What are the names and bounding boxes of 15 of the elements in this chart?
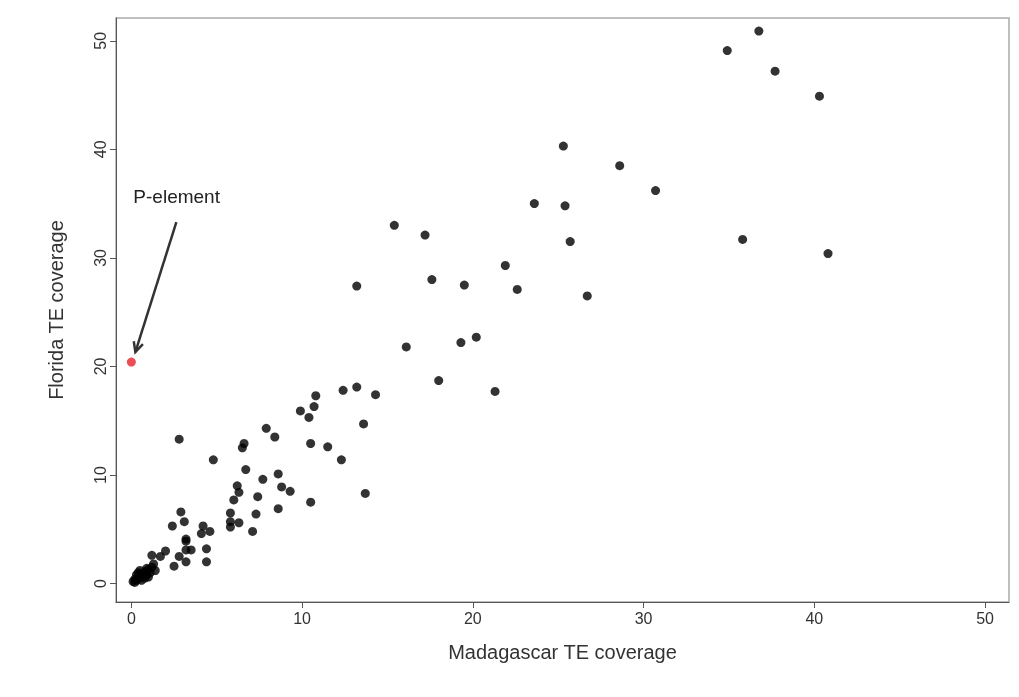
- annotation: P-element: [133, 186, 221, 208]
- y-tick-label: 50: [91, 31, 109, 50]
- x-axis-title: Madagascar TE coverage: [448, 641, 677, 663]
- y-tick-label: 10: [91, 466, 109, 484]
- x-tick-label: 30: [634, 609, 653, 627]
- x-tick-label: 50: [976, 609, 995, 627]
- y-axis-title: Florida TE coverage: [45, 220, 67, 400]
- x-tick-label: 20: [463, 609, 482, 627]
- x-tick-label: 0: [126, 609, 136, 627]
- y-tick-label: 30: [91, 248, 109, 267]
- y-tick-label: 20: [91, 357, 109, 376]
- x-tick-label: 10: [293, 609, 312, 627]
- y-tick-label: 40: [91, 140, 109, 159]
- y-tick-label: 0: [91, 579, 109, 588]
- x-tick-label: 40: [805, 609, 824, 627]
